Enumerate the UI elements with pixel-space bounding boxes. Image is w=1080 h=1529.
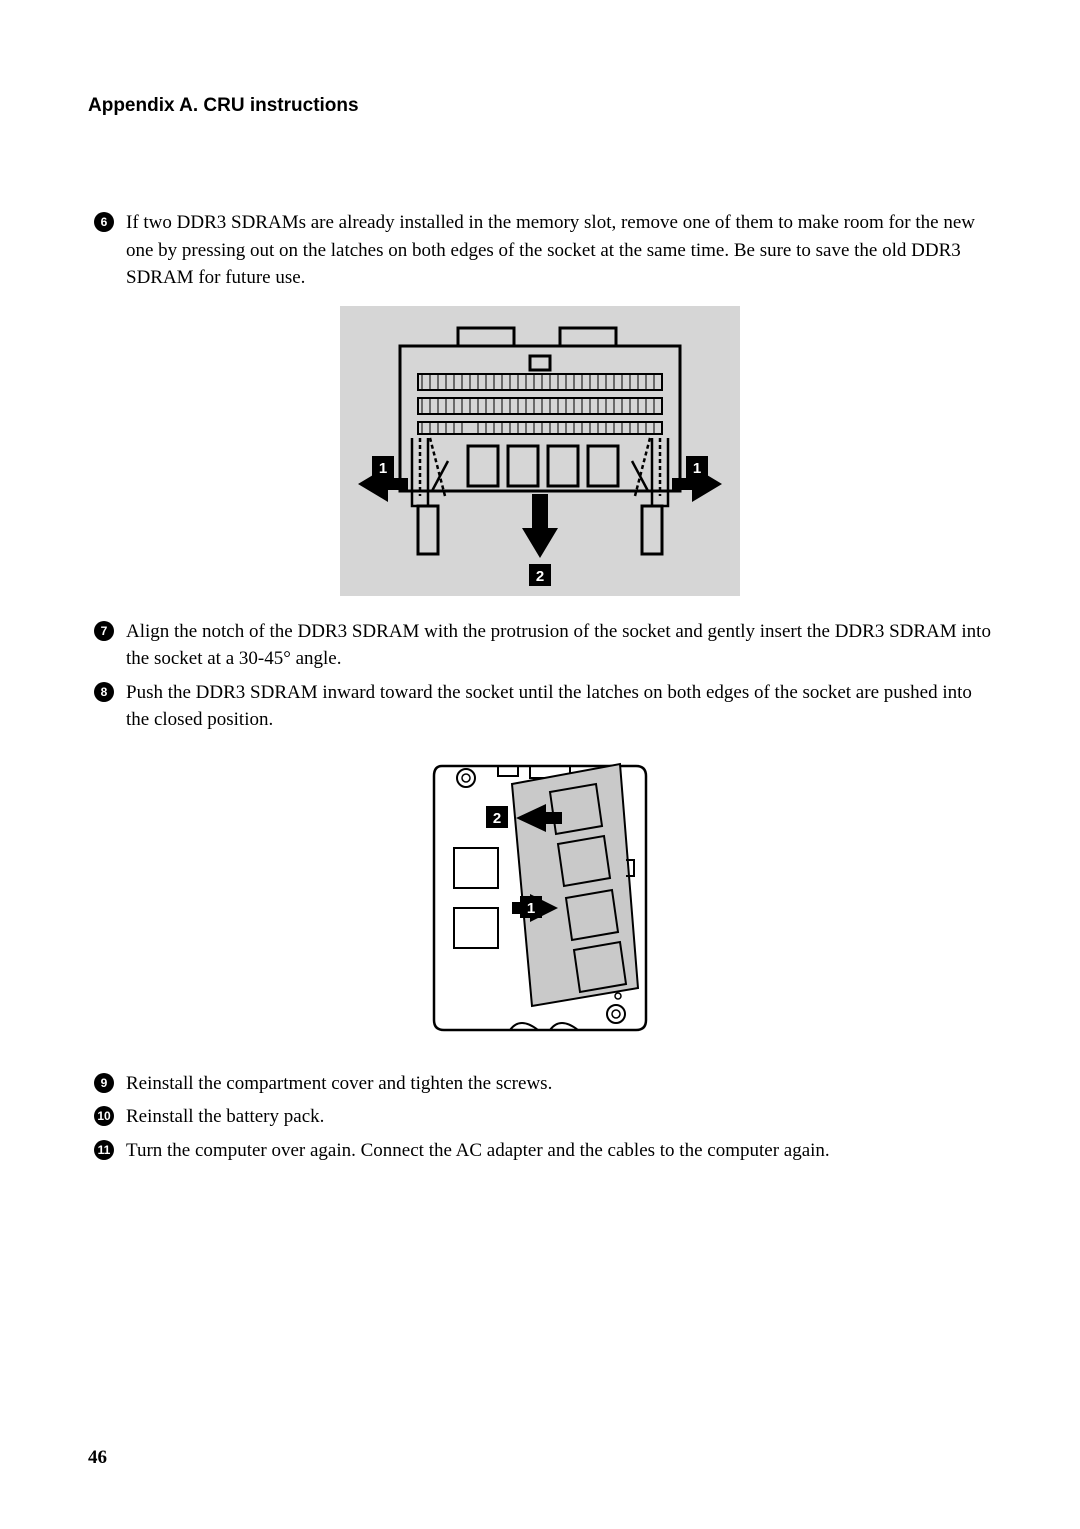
step-number: 11 xyxy=(88,1137,120,1160)
step-8: 8 Push the DDR3 SDRAM inward toward the … xyxy=(88,679,992,734)
callout-2-bottom: 2 xyxy=(536,568,544,585)
step-num-circle: 9 xyxy=(94,1073,114,1093)
step-text: Reinstall the compartment cover and tigh… xyxy=(126,1070,992,1098)
step-7: 7 Align the notch of the DDR3 SDRAM with… xyxy=(88,618,992,673)
step-text: Push the DDR3 SDRAM inward toward the so… xyxy=(126,679,992,734)
step-number: 7 xyxy=(88,618,120,641)
step-num-circle: 11 xyxy=(94,1140,114,1160)
step-number: 8 xyxy=(88,679,120,702)
step-num-circle: 10 xyxy=(94,1106,114,1126)
step-num-circle: 7 xyxy=(94,621,114,641)
figure-1-wrap: 1 1 2 xyxy=(88,306,992,596)
callout-1-right: 1 xyxy=(693,460,701,477)
step-10: 10 Reinstall the battery pack. xyxy=(88,1103,992,1131)
step-9: 9 Reinstall the compartment cover and ti… xyxy=(88,1070,992,1098)
step-number: 9 xyxy=(88,1070,120,1093)
figure-2-wrap: 2 1 xyxy=(88,748,992,1048)
page-number: 46 xyxy=(88,1447,107,1469)
step-text: Turn the computer over again. Connect th… xyxy=(126,1137,992,1165)
figure-ram-insert: 2 1 xyxy=(420,748,660,1048)
step-num-circle: 8 xyxy=(94,682,114,702)
step-number: 6 xyxy=(88,209,120,232)
callout-1-left: 1 xyxy=(379,460,387,477)
step-text: Align the notch of the DDR3 SDRAM with t… xyxy=(126,618,992,673)
step-num-circle: 6 xyxy=(94,212,114,232)
step-number: 10 xyxy=(88,1103,120,1126)
callout-1: 1 xyxy=(527,900,535,917)
step-6: 6 If two DDR3 SDRAMs are already install… xyxy=(88,209,992,292)
callout-2: 2 xyxy=(493,810,501,827)
step-text: Reinstall the battery pack. xyxy=(126,1103,992,1131)
step-11: 11 Turn the computer over again. Connect… xyxy=(88,1137,992,1165)
step-text: If two DDR3 SDRAMs are already installed… xyxy=(126,209,992,292)
figure-memory-slot: 1 1 2 xyxy=(340,306,740,596)
appendix-heading: Appendix A. CRU instructions xyxy=(88,95,992,117)
